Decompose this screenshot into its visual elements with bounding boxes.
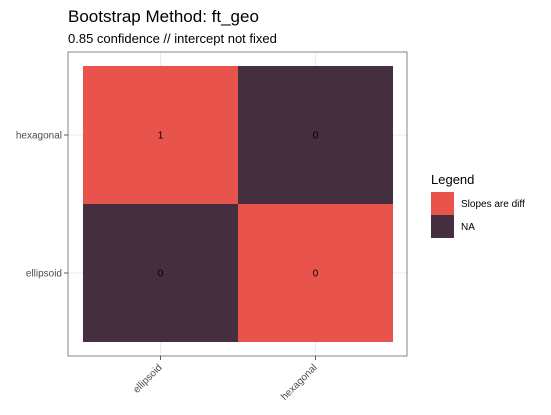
cell-value-ellipsoid-hexagonal: 1 <box>158 131 164 142</box>
cell-value-hexagonal-hexagonal: 0 <box>313 131 319 142</box>
x-tick-label-ellipsoid: ellipsoid <box>131 362 164 395</box>
heatmap-cell-hexagonal-hexagonal <box>238 66 393 204</box>
chart-subtitle: 0.85 confidence // intercept not fixed <box>68 31 277 46</box>
y-axis: ellipsoid hexagonal <box>16 131 68 280</box>
heatmap-cells: 1 0 0 0 <box>83 66 393 342</box>
heatmap-cell-ellipsoid-hexagonal <box>83 66 238 204</box>
x-tick-label-hexagonal: hexagonal <box>279 362 319 402</box>
x-axis: ellipsoid hexagonal <box>131 356 320 403</box>
legend-key-0 <box>431 192 454 215</box>
heatmap-cell-ellipsoid-ellipsoid <box>83 204 238 342</box>
legend-label-1: NA <box>461 222 475 233</box>
legend: Slopes are diff NA <box>431 192 525 238</box>
cell-value-ellipsoid-ellipsoid: 0 <box>158 269 164 280</box>
chart-title: Bootstrap Method: ft_geo <box>68 7 259 26</box>
legend-label-0: Slopes are diff <box>461 199 525 210</box>
y-tick-label-ellipsoid: ellipsoid <box>26 269 62 280</box>
y-tick-label-hexagonal: hexagonal <box>16 131 62 142</box>
plot-border <box>67 51 408 357</box>
cell-value-hexagonal-ellipsoid: 0 <box>313 269 319 280</box>
legend-title: Legend <box>431 172 474 187</box>
legend-key-1 <box>431 215 454 238</box>
heatmap-cell-hexagonal-ellipsoid <box>238 204 393 342</box>
